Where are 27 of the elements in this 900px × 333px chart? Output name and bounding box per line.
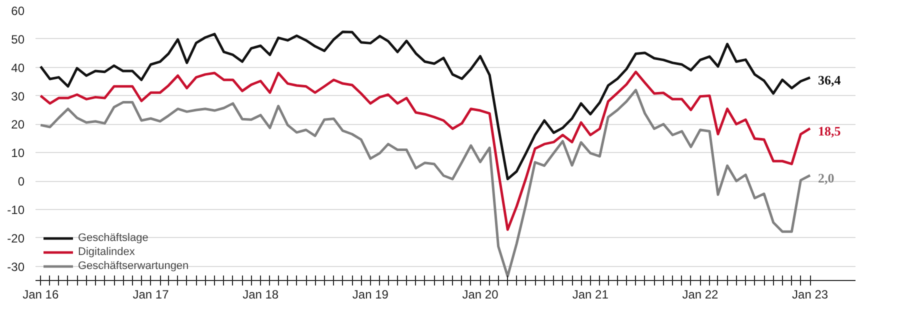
data-label: 2,0	[818, 170, 834, 186]
data-label: 18,5	[818, 123, 842, 138]
y-tick-label: -30	[7, 260, 25, 274]
x-tick-label: Jan 18	[242, 288, 279, 302]
line-series	[39, 30, 812, 180]
x-tick-label: Jan 23	[792, 288, 828, 302]
x-tick-label: Jan 17	[132, 288, 170, 302]
line-series	[39, 88, 812, 278]
data-label: 36,4	[818, 72, 842, 88]
x-tick-label: Jan 21	[572, 288, 609, 302]
x-tick-label: Jan 19	[352, 288, 389, 302]
y-tick-label: 20	[11, 118, 25, 132]
legend-label: Geschäftserwartungen	[78, 260, 189, 272]
line-series	[39, 70, 812, 231]
y-tick-label: 50	[11, 32, 25, 46]
x-tick-label: Jan 16	[22, 288, 59, 302]
y-tick-label: 10	[11, 146, 25, 160]
y-tick-label: -10	[7, 202, 25, 217]
x-tick-label: Jan 20	[462, 288, 499, 302]
y-tick-label: 0	[18, 174, 25, 189]
y-tick-label: 40	[11, 60, 25, 75]
y-tick-label: 30	[11, 89, 25, 104]
y-tick-label: -20	[7, 231, 25, 246]
y-tick-label: 60	[11, 4, 25, 18]
legend-label: Geschäftslage	[78, 232, 148, 244]
x-tick-label: Jan 22	[682, 288, 719, 302]
legend-label: Digitalindex	[78, 246, 135, 258]
